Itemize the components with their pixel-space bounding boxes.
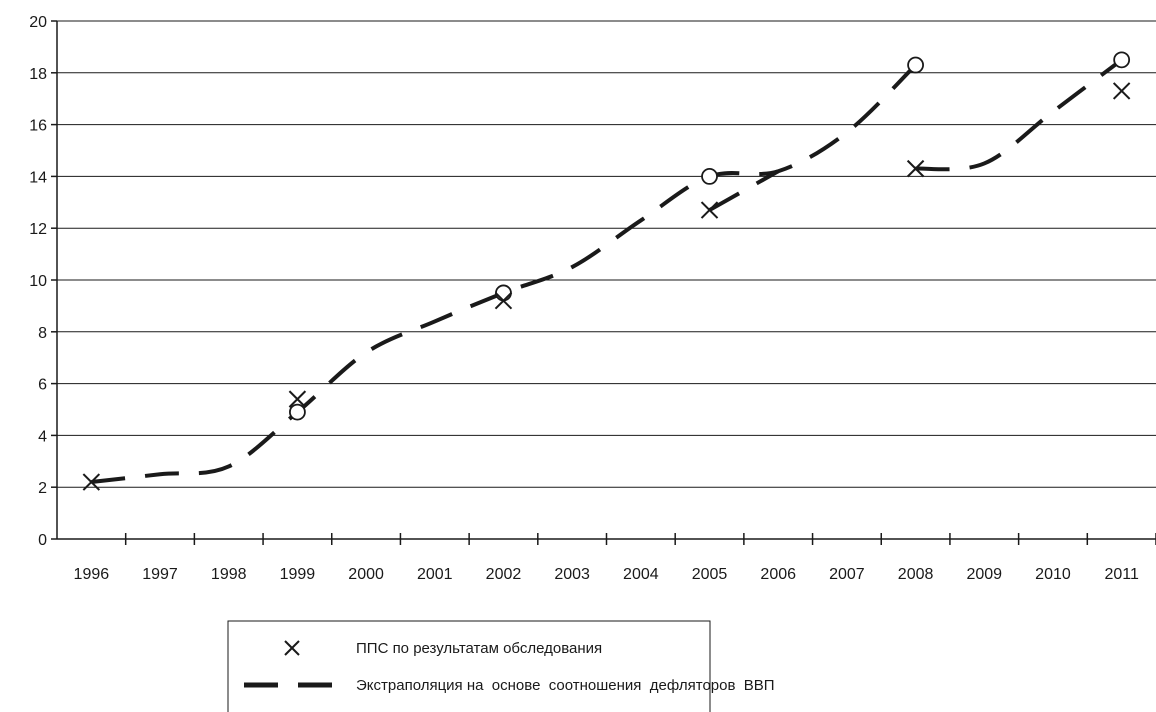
- legend-label-ppp: ППС по результатам обследования: [356, 640, 602, 657]
- circle-marker-2011: [1113, 51, 1131, 69]
- y-tick-label-14: 14: [29, 169, 47, 186]
- x-tick-label-2001: 2001: [417, 566, 453, 583]
- x-tick-label-1999: 1999: [280, 566, 316, 583]
- y-tick-label-20: 20: [29, 14, 47, 31]
- x-marker-2005: [700, 201, 719, 219]
- x-marker-icon: [284, 640, 300, 656]
- y-tick-label-16: 16: [29, 118, 47, 135]
- legend-box: [227, 620, 711, 712]
- y-tick-label-10: 10: [29, 273, 47, 290]
- x-marker-2008: [906, 159, 925, 178]
- x-tick-label-2003: 2003: [554, 566, 590, 583]
- x-marker-1999: [288, 390, 307, 408]
- y-tick-label-0: 0: [38, 532, 47, 549]
- extrapolation-line-segment-3: [915, 58, 1123, 172]
- x-marker-2011: [1112, 82, 1131, 100]
- legend-label-extrapolation: Экстраполяция на основе соотношения дефл…: [356, 677, 775, 694]
- circle-marker-2002: [495, 284, 512, 302]
- extrapolation-line-segment-1: [91, 63, 917, 485]
- legend: ППС по результатам обследования Экстрапо…: [227, 620, 775, 712]
- x-tick-label-2005: 2005: [692, 566, 728, 583]
- series-markers: [82, 51, 1131, 491]
- x-tick-label-2010: 2010: [1035, 566, 1071, 583]
- axes: [51, 20, 1156, 545]
- x-tick-label-2000: 2000: [348, 566, 384, 583]
- x-tick-label-2006: 2006: [760, 566, 796, 583]
- x-tick-label-1998: 1998: [211, 566, 247, 583]
- circle-marker-2008: [907, 56, 924, 74]
- x-tick-label-1997: 1997: [142, 566, 178, 583]
- y-tick-label-12: 12: [29, 221, 47, 238]
- circle-marker-2005: [701, 167, 718, 185]
- y-tick-label-18: 18: [29, 66, 47, 83]
- x-tick-label-2011: 2011: [1104, 566, 1139, 583]
- x-tick-label-2002: 2002: [486, 566, 522, 583]
- x-tick-label-2007: 2007: [829, 566, 865, 583]
- y-tick-label-8: 8: [38, 325, 47, 342]
- series-lines: [91, 58, 1123, 485]
- x-marker-2002: [494, 292, 513, 310]
- y-tick-labels: 0 2 4 6 8 10 12 14 16 18 20: [29, 14, 47, 549]
- x-tick-labels: 1996 1997 1998 1999 2000 2001 2002 2003 2004 2005…: [74, 566, 1139, 583]
- x-marker-1996: [82, 473, 101, 491]
- x-tick-label-2009: 2009: [966, 566, 1002, 583]
- y-tick-label-6: 6: [38, 377, 47, 394]
- y-tick-label-4: 4: [38, 428, 47, 445]
- x-tick-label-2004: 2004: [623, 566, 659, 583]
- circle-marker-1999: [289, 403, 306, 421]
- x-tick-label-1996: 1996: [74, 566, 110, 583]
- x-tick-label-2008: 2008: [898, 566, 934, 583]
- extrapolation-line-segment-2: [708, 169, 780, 212]
- y-tick-label-2: 2: [38, 480, 47, 497]
- gridlines: [57, 20, 1156, 488]
